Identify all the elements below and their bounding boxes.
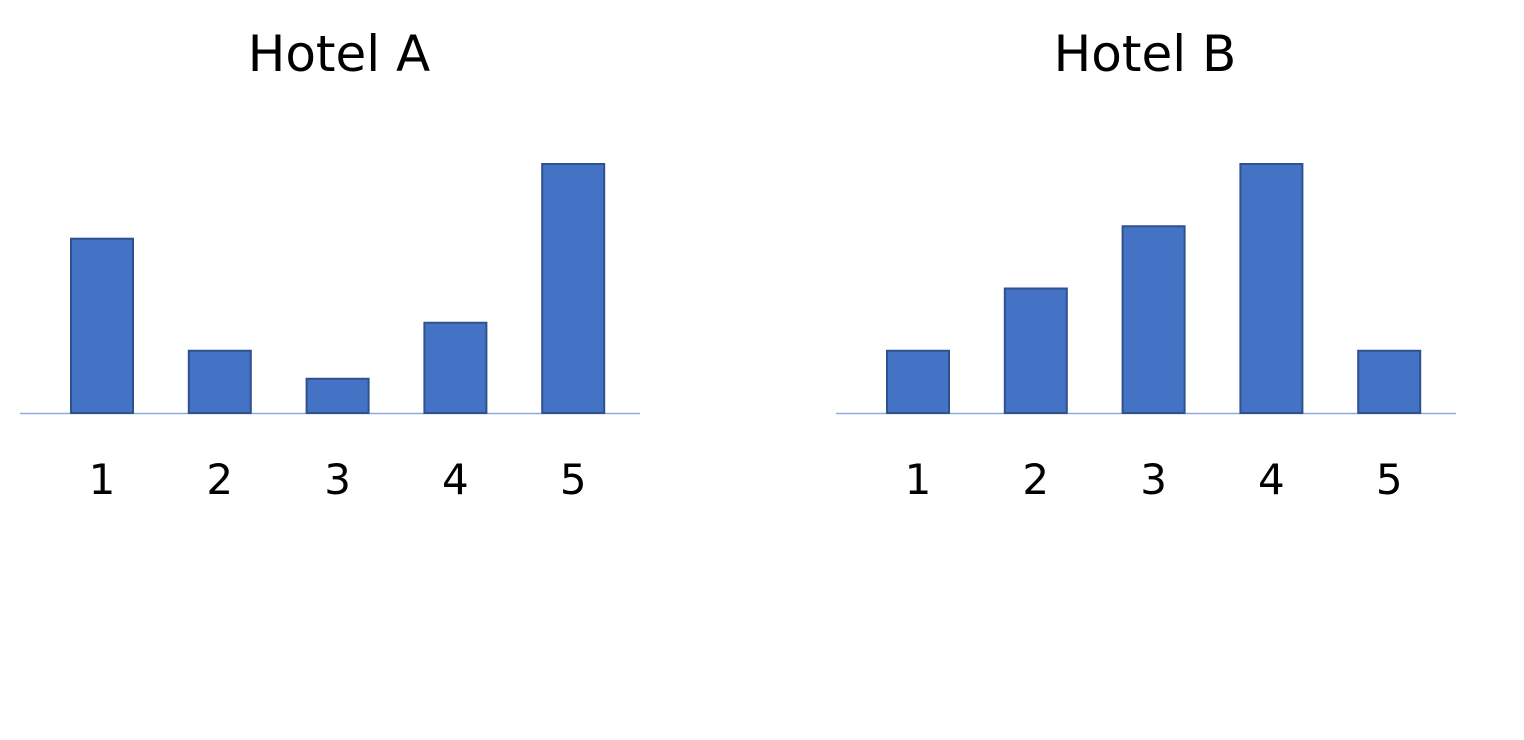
chart-title: Hotel B: [1053, 25, 1237, 83]
chart-plot-area: 1 2 3 4 5: [836, 163, 1456, 504]
bar-2: [1003, 287, 1068, 414]
chart-title: Hotel A: [247, 25, 431, 83]
bar-2: [187, 349, 252, 414]
x-tick-label: 5: [1376, 455, 1403, 504]
x-tick-label: 4: [442, 455, 469, 504]
bar-4: [423, 321, 488, 414]
x-tick-label: 1: [89, 455, 116, 504]
bar-3: [1121, 225, 1186, 414]
x-tick-label: 3: [324, 455, 351, 504]
bar-3: [305, 377, 370, 415]
chart-hotel-a: Hotel A 1 2 3 4 5: [18, 0, 658, 740]
bar-1: [70, 237, 134, 414]
bar-5: [1357, 349, 1422, 414]
x-tick-label: 4: [1258, 455, 1285, 504]
x-tick-label: 1: [905, 455, 932, 504]
x-tick-label: 3: [1140, 455, 1167, 504]
bar-1: [886, 349, 950, 414]
chart-hotel-b: Hotel B 1 2 3 4 5: [834, 0, 1474, 740]
x-tick-label: 2: [1022, 455, 1049, 504]
bar-4: [1239, 163, 1304, 414]
bar-5: [541, 163, 606, 414]
x-tick-label: 5: [560, 455, 587, 504]
chart-plot-area: 1 2 3 4 5: [20, 163, 640, 504]
x-tick-label: 2: [206, 455, 233, 504]
